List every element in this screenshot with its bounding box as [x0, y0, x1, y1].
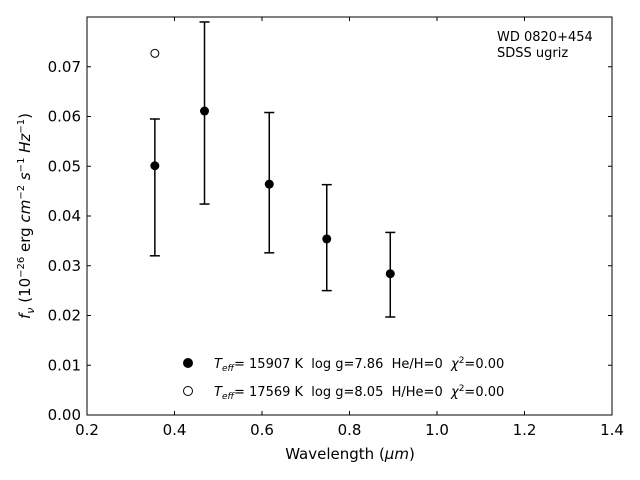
legend: Teff= 15907 K log g=7.86 He/H=0 χ2=0.00 T… — [183, 356, 504, 402]
y-tick-label: 0.00 — [48, 406, 81, 424]
error-bars — [149, 21, 396, 318]
y-tick-label: 0.04 — [48, 207, 81, 225]
x-tick-label: 1.2 — [513, 421, 537, 439]
x-axis-label: Wavelength (μm) — [285, 445, 415, 463]
x-tick-label: 0.4 — [163, 421, 187, 439]
y-tick-label: 0.05 — [48, 157, 81, 175]
observed-point — [322, 234, 332, 244]
legend-marker — [183, 386, 193, 396]
x-tick-label: 1.4 — [600, 421, 624, 439]
y-tick-label: 0.07 — [48, 58, 81, 76]
x-tick-label: 1.0 — [425, 421, 449, 439]
observed-point — [150, 161, 160, 171]
x-tick-label: 0.8 — [338, 421, 362, 439]
x-tick-label: 0.2 — [75, 421, 99, 439]
x-tick-label: 0.6 — [250, 421, 274, 439]
y-tick-label: 0.01 — [48, 356, 81, 374]
legend-marker — [183, 358, 193, 368]
plot-frame — [86, 16, 613, 416]
y-tick-label: 0.02 — [48, 307, 81, 325]
model-point-open — [150, 48, 160, 58]
y-tick-label: 0.06 — [48, 108, 81, 126]
annotation-line-2: SDSS ugriz — [497, 46, 568, 61]
y-tick-label: 0.03 — [48, 257, 81, 275]
annotation-line-1: WD 0820+454 — [497, 30, 593, 45]
observed-point — [200, 106, 210, 116]
legend-label: Teff= 17569 K log g=8.05 H/He=0 χ2=0.00 — [214, 384, 504, 402]
data-points — [150, 48, 395, 279]
axis-ticks: 0.2 0.4 0.6 0.8 1.0 1.2 1.4 0.00 0.01 0.02 0.03 0.0… — [48, 17, 624, 439]
y-axis-label: fν (10−26 erg cm−2 s−1 Hz−1) — [16, 113, 37, 319]
legend-label: Teff= 15907 K log g=7.86 He/H=0 χ2=0.00 — [214, 356, 504, 374]
observed-point — [264, 179, 274, 189]
observed-point — [385, 269, 395, 279]
